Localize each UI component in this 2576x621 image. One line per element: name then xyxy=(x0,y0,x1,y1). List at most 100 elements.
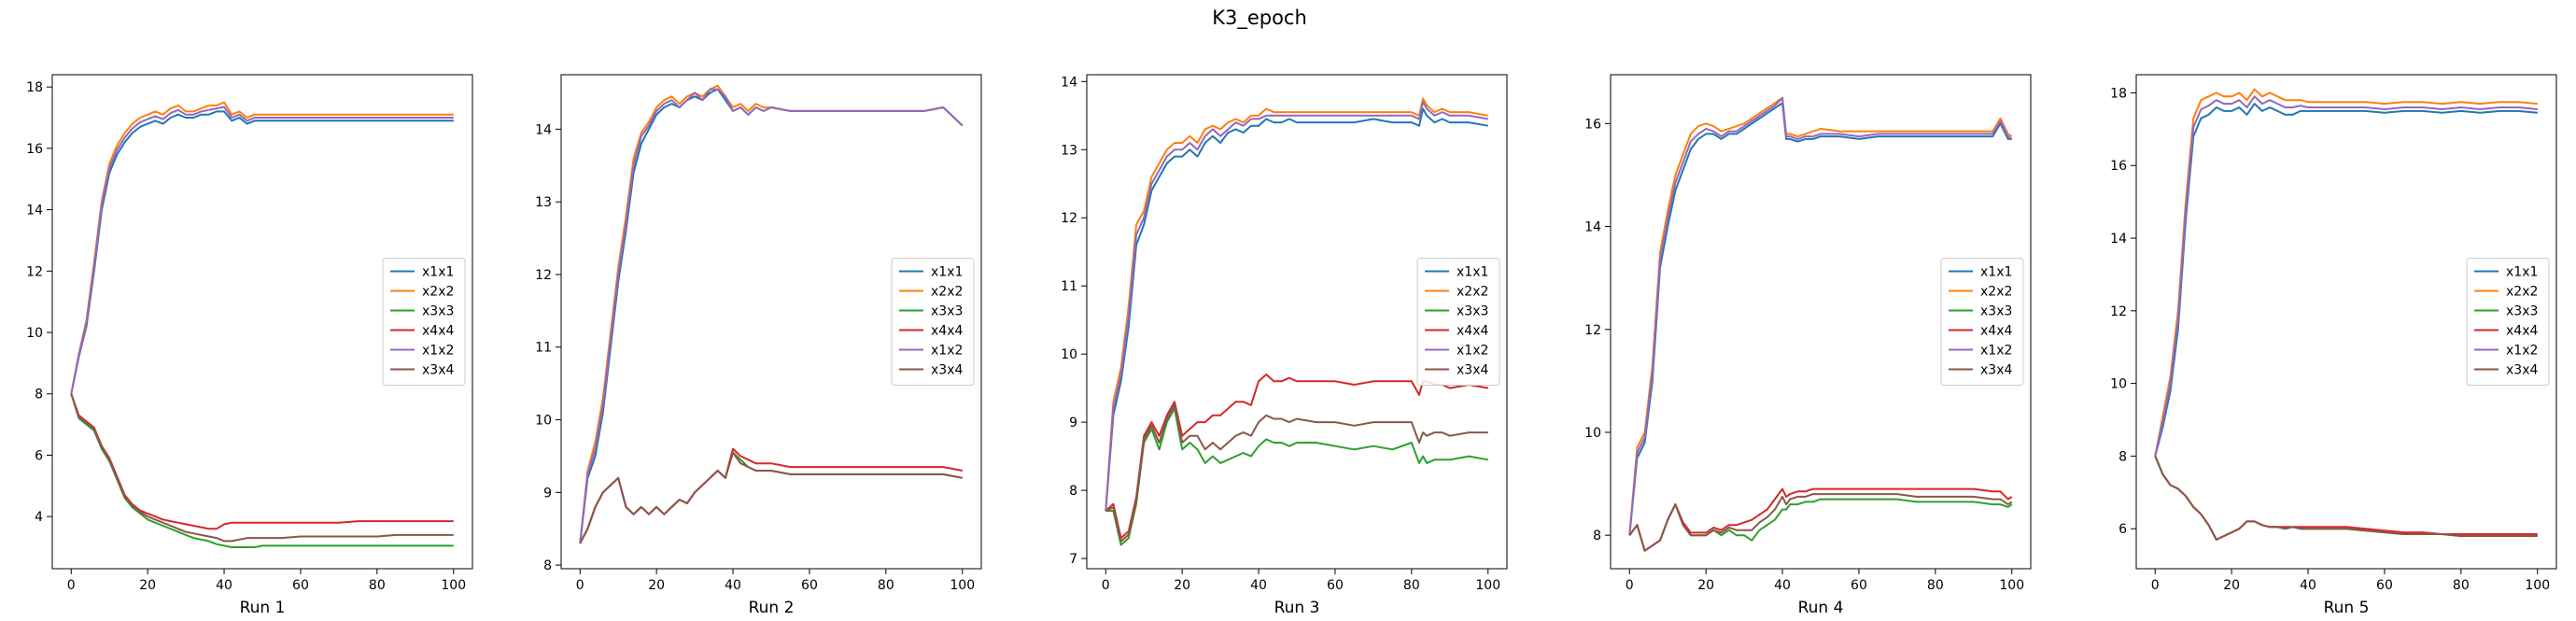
series-lines xyxy=(579,84,964,544)
legend-label-x2x2: x2x2 xyxy=(1457,285,1488,300)
y-tick-label: 12 xyxy=(535,268,552,283)
series-line-x1x2 xyxy=(1105,101,1488,512)
y-tick-label: 18 xyxy=(2110,86,2127,101)
legend-label-x1x2: x1x2 xyxy=(2506,344,2538,359)
legend-label-x3x4: x3x4 xyxy=(931,363,963,378)
legend-label-x1x1: x1x1 xyxy=(422,265,454,280)
series-lines xyxy=(1105,97,1488,546)
legend-label-x4x4: x4x4 xyxy=(422,324,454,339)
legend-label-x3x4: x3x4 xyxy=(2506,363,2538,378)
legend-label-x4x4: x4x4 xyxy=(1457,324,1488,339)
series-line-x3x3 xyxy=(1105,407,1488,546)
x-tick-label: 100 xyxy=(1475,578,1500,593)
y-tick-label: 10 xyxy=(535,414,552,429)
legend-label-x3x3: x3x3 xyxy=(1980,304,2012,319)
x-tick-label: 80 xyxy=(878,578,894,593)
figure-title: K3_epoch xyxy=(1212,7,1307,30)
legend: x1x1 x2x2 x3x3 x4x4 x1x2 x3x4 xyxy=(1940,258,2024,386)
legend-label-x3x4: x3x4 xyxy=(1980,363,2012,378)
series-line-x3x3 xyxy=(579,451,963,544)
series-line-x3x3 xyxy=(70,393,454,548)
legend-label-x2x2: x2x2 xyxy=(2506,285,2538,300)
subplot-run-2: 0 20 40 60 80 100 8 9 10 11 12 13 14 Run 2 x1x1 x2x2 x3x… xyxy=(535,74,982,617)
subplot-run-3: 0 20 40 60 80 100 7 8 9 10 11 12 13 14 Run 3 x1x1 x2x2 x3… xyxy=(1061,74,1508,617)
legend-label-x3x3: x3x3 xyxy=(2506,304,2538,319)
y-tick-label: 6 xyxy=(35,448,43,463)
y-tick-label: 10 xyxy=(1584,426,1601,441)
y-tick-label: 8 xyxy=(1593,529,1601,543)
x-tick-label: 60 xyxy=(2376,578,2393,593)
subplot-run-5: 0 20 40 60 80 100 6 8 10 12 14 16 18 Run 5 x1x1 x2x2 x3x… xyxy=(2110,74,2557,617)
series-line-x1x1 xyxy=(70,110,454,394)
legend-label-x3x3: x3x3 xyxy=(1457,304,1488,319)
y-tick-label: 9 xyxy=(1069,416,1077,430)
x-tick-label: 80 xyxy=(1403,578,1420,593)
y-tick-label: 16 xyxy=(2110,159,2127,174)
legend-label-x3x3: x3x3 xyxy=(422,304,454,319)
axes-frame xyxy=(1610,74,2032,570)
series-lines xyxy=(2154,88,2538,541)
y-tick-label: 4 xyxy=(35,510,43,525)
legend-label-x4x4: x4x4 xyxy=(931,324,963,339)
x-axis-label: Run 4 xyxy=(1798,599,1844,617)
x-tick-label: 0 xyxy=(2151,578,2160,593)
series-line-x1x1 xyxy=(2154,103,2538,457)
y-tick-label: 7 xyxy=(1069,552,1077,567)
x-axis-label: Run 5 xyxy=(2324,599,2370,617)
series-line-x2x2 xyxy=(1628,96,2013,536)
axes-frame xyxy=(51,74,473,570)
legend: x1x1 x2x2 x3x3 x4x4 x1x2 x3x4 xyxy=(382,258,466,386)
y-tick-label: 12 xyxy=(2110,304,2127,319)
x-axis-label: Run 3 xyxy=(1274,599,1320,617)
y-tick-label: 14 xyxy=(1584,220,1601,235)
legend-label-x2x2: x2x2 xyxy=(931,285,963,300)
series-line-x1x1 xyxy=(1105,107,1488,512)
x-axis-label: Run 2 xyxy=(749,599,795,617)
y-tick-label: 11 xyxy=(535,341,552,356)
y-tick-label: 10 xyxy=(26,326,43,341)
series-line-x4x4 xyxy=(1628,487,2013,552)
legend-label-x1x1: x1x1 xyxy=(2506,265,2538,280)
series-line-x1x2 xyxy=(579,88,964,543)
y-tick-label: 18 xyxy=(26,80,43,95)
series-line-x3x4 xyxy=(1105,403,1488,543)
y-tick-label: 11 xyxy=(1061,279,1077,294)
x-tick-label: 40 xyxy=(216,578,232,593)
series-line-x1x2 xyxy=(1628,96,2013,536)
x-tick-label: 80 xyxy=(369,578,386,593)
x-tick-label: 100 xyxy=(1999,578,2024,593)
subplot-run-1: 0 20 40 60 80 100 4 6 8 10 12 14 16 18 Run 1 x1x1 x2x2 x3… xyxy=(26,74,473,617)
x-tick-label: 20 xyxy=(139,578,156,593)
legend-label-x1x2: x1x2 xyxy=(1457,344,1488,359)
subplot-run-4: 0 20 40 60 80 100 8 10 12 14 16 Run 4 x1x1 x2x2 x3x3 x4… xyxy=(1584,74,2032,617)
series-line-x4x4 xyxy=(579,447,963,544)
legend-label-x1x2: x1x2 xyxy=(1980,344,2012,359)
y-tick-label: 14 xyxy=(26,204,43,219)
legend-label-x3x3: x3x3 xyxy=(931,304,963,319)
y-tick-label: 16 xyxy=(26,142,43,157)
x-tick-label: 100 xyxy=(441,578,466,593)
x-tick-label: 40 xyxy=(2300,578,2316,593)
y-tick-label: 16 xyxy=(1584,117,1601,132)
series-line-x4x4 xyxy=(1105,374,1488,540)
axes-frame xyxy=(560,74,982,570)
series-line-x1x1 xyxy=(1628,102,2012,536)
series-line-x3x3 xyxy=(1628,498,2013,552)
y-tick-label: 13 xyxy=(535,195,552,210)
y-tick-label: 12 xyxy=(1584,323,1601,338)
y-tick-label: 6 xyxy=(2119,522,2127,537)
legend-label-x1x1: x1x1 xyxy=(1980,265,2012,280)
y-tick-label: 9 xyxy=(543,486,552,501)
x-tick-label: 20 xyxy=(2223,578,2240,593)
series-line-x4x4 xyxy=(2154,456,2538,541)
y-tick-label: 12 xyxy=(26,264,43,279)
y-tick-label: 14 xyxy=(535,122,552,137)
axes-frame xyxy=(2135,74,2557,570)
series-line-x1x2 xyxy=(70,106,454,394)
y-tick-label: 10 xyxy=(2110,377,2127,392)
x-tick-label: 0 xyxy=(576,578,584,593)
x-tick-label: 0 xyxy=(1102,578,1110,593)
x-tick-label: 80 xyxy=(2453,578,2470,593)
